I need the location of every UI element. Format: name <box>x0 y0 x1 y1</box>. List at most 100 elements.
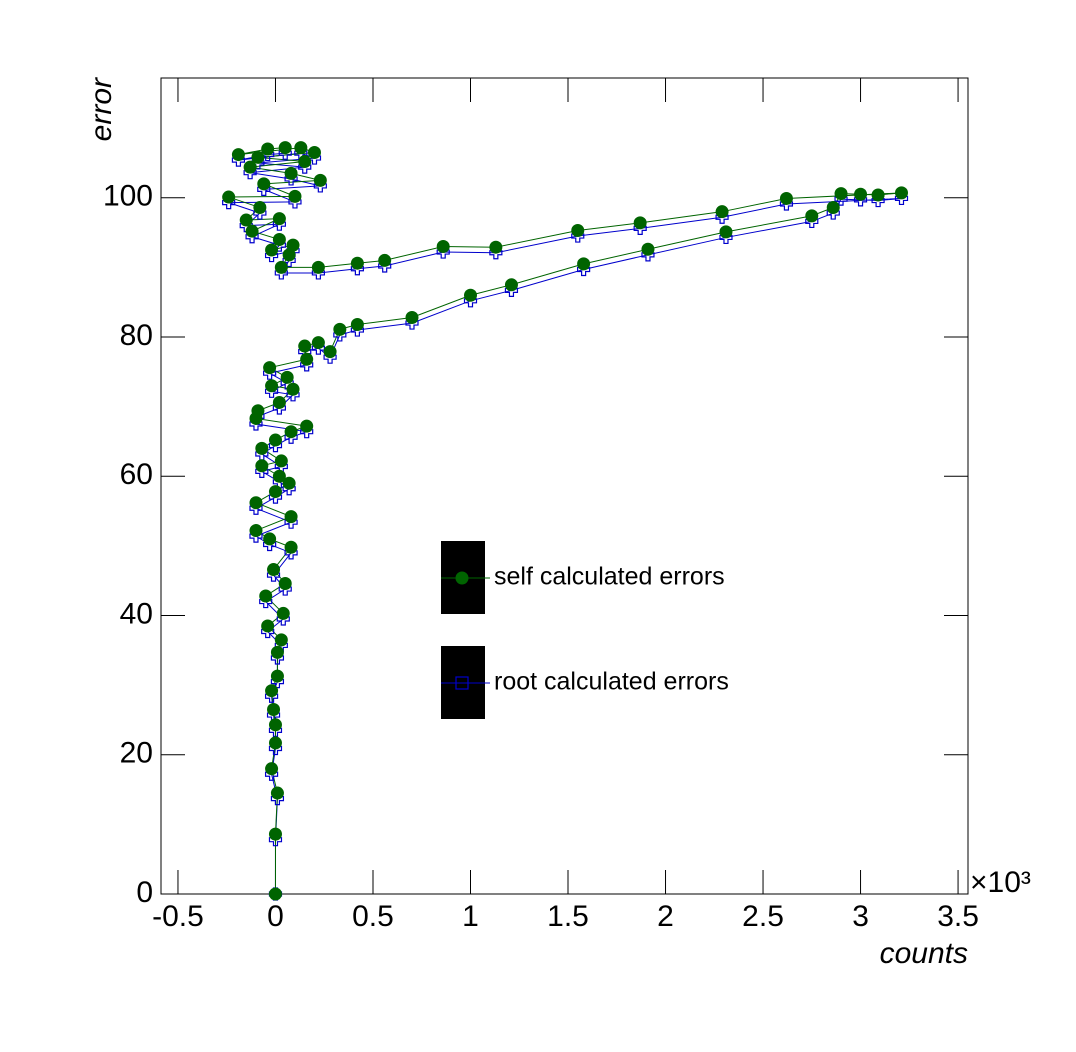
point <box>261 619 275 633</box>
point <box>274 454 288 468</box>
y-tick-label: 80 <box>120 319 153 352</box>
point <box>274 633 288 647</box>
point <box>311 336 325 350</box>
point <box>323 345 337 359</box>
point <box>307 145 321 159</box>
y-tick-label: 100 <box>103 180 153 213</box>
point <box>265 684 279 698</box>
point <box>239 213 253 227</box>
point <box>489 240 503 254</box>
point <box>826 201 840 215</box>
point <box>270 645 284 659</box>
point <box>265 243 279 257</box>
point <box>715 205 729 219</box>
point <box>251 150 265 164</box>
y-tick-label: 20 <box>120 737 153 770</box>
point <box>294 141 308 155</box>
point <box>280 370 294 384</box>
point <box>278 576 292 590</box>
x-axis-title: counts <box>880 937 968 970</box>
point <box>405 311 419 325</box>
point <box>333 322 347 336</box>
point <box>222 190 236 204</box>
point <box>350 256 364 270</box>
x-tick-label: 0.5 <box>352 900 394 933</box>
point <box>300 352 314 366</box>
point <box>251 404 265 418</box>
x-tick-label: 2.5 <box>742 900 784 933</box>
point <box>286 382 300 396</box>
point <box>268 887 282 901</box>
x-tick-label: 0 <box>267 900 284 933</box>
x-multiplier: ×10³ <box>970 866 1031 899</box>
point <box>268 718 282 732</box>
x-tick-label: 1.5 <box>547 900 589 933</box>
point <box>268 736 282 750</box>
point <box>284 510 298 524</box>
point <box>313 173 327 187</box>
point <box>577 257 591 271</box>
point <box>270 669 284 683</box>
point <box>378 253 392 267</box>
point <box>719 225 733 239</box>
x-tick-label: 2 <box>657 900 674 933</box>
legend-marker <box>455 676 469 690</box>
point <box>261 142 275 156</box>
point <box>284 166 298 180</box>
point <box>854 187 868 201</box>
point <box>272 212 286 226</box>
point <box>265 379 279 393</box>
point <box>263 361 277 375</box>
point <box>257 177 271 191</box>
y-axis-title: error <box>85 77 118 141</box>
y-tick-label: 60 <box>120 458 153 491</box>
point <box>253 201 267 215</box>
point <box>268 827 282 841</box>
plot-frame <box>160 77 969 895</box>
y-tick-label: 0 <box>136 876 153 909</box>
point <box>255 459 269 473</box>
point <box>633 216 647 230</box>
point <box>300 419 314 433</box>
point <box>504 278 518 292</box>
point <box>268 433 282 447</box>
legend-label: root calculated errors <box>494 668 729 696</box>
point <box>274 260 288 274</box>
point <box>255 441 269 455</box>
series-line <box>228 147 902 894</box>
series-line <box>228 152 902 894</box>
point <box>267 702 281 716</box>
point <box>463 288 477 302</box>
legend-label: self calculated errors <box>494 563 725 591</box>
point <box>231 148 245 162</box>
point <box>282 248 296 262</box>
x-tick-label: -0.5 <box>152 900 204 933</box>
point <box>243 160 257 174</box>
point <box>871 188 885 202</box>
point <box>268 485 282 499</box>
x-tick-label: 3 <box>852 900 869 933</box>
point <box>265 762 279 776</box>
point <box>245 224 259 238</box>
point <box>263 532 277 546</box>
point <box>249 524 263 538</box>
point <box>805 209 819 223</box>
point <box>834 187 848 201</box>
point <box>436 239 450 253</box>
y-tick-label: 40 <box>120 597 153 630</box>
point <box>276 606 290 620</box>
point <box>282 476 296 490</box>
point <box>270 786 284 800</box>
point <box>284 540 298 554</box>
point <box>311 260 325 274</box>
point <box>641 242 655 256</box>
point <box>350 317 364 331</box>
x-tick-label: 3.5 <box>937 900 979 933</box>
point <box>894 186 908 200</box>
point <box>278 141 292 155</box>
point <box>272 469 286 483</box>
point <box>259 589 273 603</box>
point <box>571 223 585 237</box>
